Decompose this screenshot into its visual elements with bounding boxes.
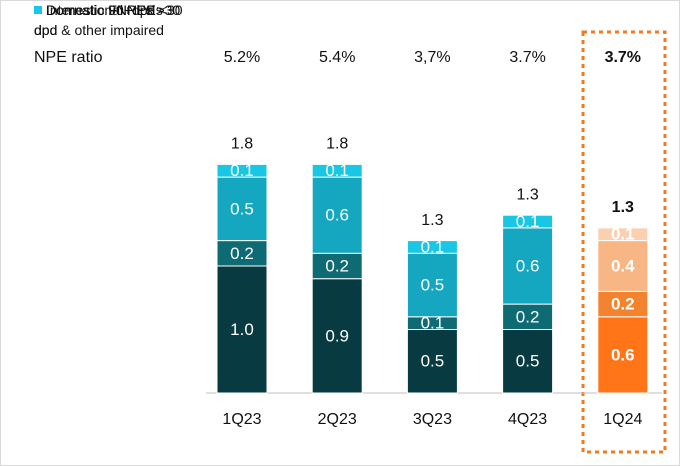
value-label: 0.5 <box>516 352 540 371</box>
bar-segment <box>597 316 649 394</box>
highlight-box <box>581 30 667 454</box>
npe-ratio: 3,7% <box>414 49 450 66</box>
bar-segment <box>311 176 363 254</box>
legend-swatch <box>34 6 42 14</box>
total-label: 1.3 <box>516 186 538 203</box>
npe-ratio: 5.2% <box>224 49 260 66</box>
value-label: 0.1 <box>325 161 349 180</box>
legend-label: Domestic FNPEs >30 dpd & other impaired <box>34 2 181 38</box>
bar-segment <box>216 176 268 242</box>
bar-segment <box>216 163 268 178</box>
value-label: 1.0 <box>230 320 254 339</box>
value-label: 0.1 <box>611 225 635 244</box>
value-label: 0.2 <box>611 295 635 314</box>
value-label: 0.1 <box>421 237 445 256</box>
bar-segment <box>311 252 363 280</box>
total-label: 1.8 <box>231 136 253 153</box>
bar-segment <box>406 329 458 394</box>
value-label: 0.2 <box>230 244 254 263</box>
value-label: 0.6 <box>325 206 349 225</box>
bar-segment <box>406 252 458 318</box>
npe-ratio: 3.7% <box>605 49 641 66</box>
bar-segment <box>502 303 554 331</box>
x-tick-label: 4Q23 <box>508 411 547 428</box>
legend-label: International NPEs <box>46 2 163 18</box>
bar-segment <box>502 214 554 229</box>
value-label: 0.4 <box>611 256 635 275</box>
bar-segment <box>311 163 363 178</box>
legend-entry: Domestic FNPEs >30 dpd & other impaired <box>34 0 202 40</box>
total-label: 1.3 <box>612 199 634 216</box>
npe-ratio: 3.7% <box>509 49 545 66</box>
npe-ratio: 5.4% <box>319 49 355 66</box>
legend-label: Domestic FNPES <30 dpd <box>34 2 183 38</box>
value-label: 0.5 <box>421 276 445 295</box>
bar-segment <box>216 265 268 394</box>
value-label: 0.6 <box>611 345 635 364</box>
value-label: 0.1 <box>230 161 254 180</box>
legend-label: Domestic 90+dpd <box>46 2 156 18</box>
x-tick-label: 2Q23 <box>318 411 357 428</box>
x-tick-label: 1Q24 <box>603 411 642 428</box>
bar-segment <box>502 329 554 394</box>
total-label: 1.3 <box>421 212 443 229</box>
row-label: NPE ratio <box>34 49 103 66</box>
x-tick-label: 3Q23 <box>413 411 452 428</box>
legend-entry: International NPEs <box>34 0 202 20</box>
legend-entry: Domestic FNPES <30 dpd <box>34 0 202 40</box>
bar-segment <box>597 240 649 292</box>
value-label: 0.6 <box>516 256 540 275</box>
value-label: 0.1 <box>421 314 445 333</box>
bar-segment <box>406 240 458 254</box>
value-label: 0.5 <box>230 199 254 218</box>
value-label: 0.2 <box>516 307 540 326</box>
x-tick-label: 1Q23 <box>222 411 261 428</box>
bar-segment <box>216 240 268 267</box>
value-label: 0.9 <box>325 326 349 345</box>
bar-segment <box>311 278 363 394</box>
bar-segment <box>597 290 649 318</box>
value-label: 0.1 <box>516 212 540 231</box>
bar-segment <box>597 227 649 242</box>
value-label: 0.5 <box>421 352 445 371</box>
total-label: 1.8 <box>326 136 348 153</box>
value-label: 0.2 <box>325 256 349 275</box>
